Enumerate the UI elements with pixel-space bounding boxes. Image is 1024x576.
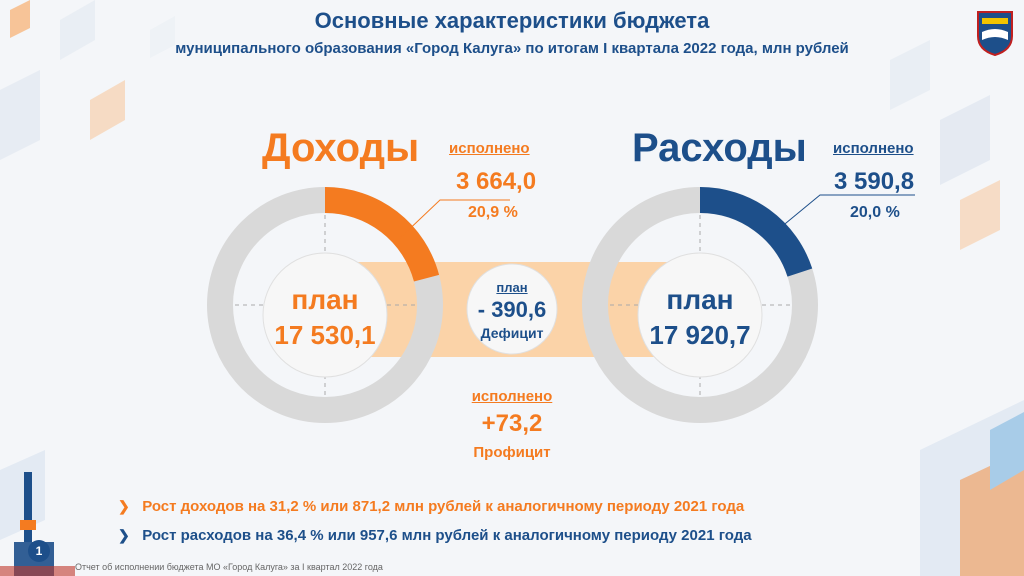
bullet-expenses-growth: ❯ Рост расходов на 36,4 % или 957,6 млн … xyxy=(118,527,752,545)
chevron-right-icon: ❯ xyxy=(118,498,130,514)
income-heading: Доходы xyxy=(262,126,420,170)
expenses-executed-label: исполнено xyxy=(833,140,914,157)
balance-plan-caption: Дефицит xyxy=(480,325,544,341)
balance-plan-disc xyxy=(466,263,558,355)
chevron-right-icon: ❯ xyxy=(118,527,130,543)
income-ring xyxy=(207,187,443,423)
expenses-executed-percent: 20,0 % xyxy=(850,204,900,221)
page-title: Основные характеристики бюджета xyxy=(314,8,710,33)
income-plan-disc xyxy=(262,252,388,378)
bullet-income-text: Рост доходов на 31,2 % или 871,2 млн руб… xyxy=(142,498,745,515)
income-plan-value: 17 530,1 xyxy=(274,320,376,350)
expenses-progress-arc xyxy=(699,187,813,277)
expenses-plan-label: план xyxy=(666,284,734,315)
expenses-executed-value: 3 590,8 xyxy=(834,168,915,195)
page-number-badge: 1 xyxy=(28,540,50,562)
income-plan-label: план xyxy=(291,284,359,315)
balance-plan-value: - 390,6 xyxy=(477,297,547,322)
income-progress-arc xyxy=(324,187,440,282)
balance-executed-label-text: исполнено xyxy=(471,388,553,405)
bullet-income-growth: ❯ Рост доходов на 31,2 % или 871,2 млн р… xyxy=(118,498,744,516)
balance-plan-label: план xyxy=(496,280,528,295)
footer-text: Отчет об исполнении бюджета МО «Город Ка… xyxy=(75,562,383,572)
income-executed-label: исполнено xyxy=(449,140,530,157)
balance-executed-caption: Профицит xyxy=(473,444,551,461)
balance-executed-label: исполнено xyxy=(452,388,572,406)
coat-of-arms-logo xyxy=(977,11,1013,56)
expenses-plan-disc xyxy=(637,252,763,378)
expenses-plan-value: 17 920,7 xyxy=(649,320,751,350)
balance-executed-value: +73,2 xyxy=(481,410,543,437)
income-executed-value: 3 664,0 xyxy=(456,168,537,195)
expenses-ring xyxy=(582,187,818,423)
footer-stripe xyxy=(0,566,75,576)
expenses-leader-line xyxy=(779,194,915,229)
expenses-heading: Расходы xyxy=(632,126,807,170)
income-executed-percent: 20,9 % xyxy=(468,204,518,221)
bullet-expenses-text: Рост расходов на 36,4 % или 957,6 млн ру… xyxy=(142,527,752,544)
income-leader-line xyxy=(399,199,510,239)
page-subtitle: муниципального образования «Город Калуга… xyxy=(175,40,849,57)
